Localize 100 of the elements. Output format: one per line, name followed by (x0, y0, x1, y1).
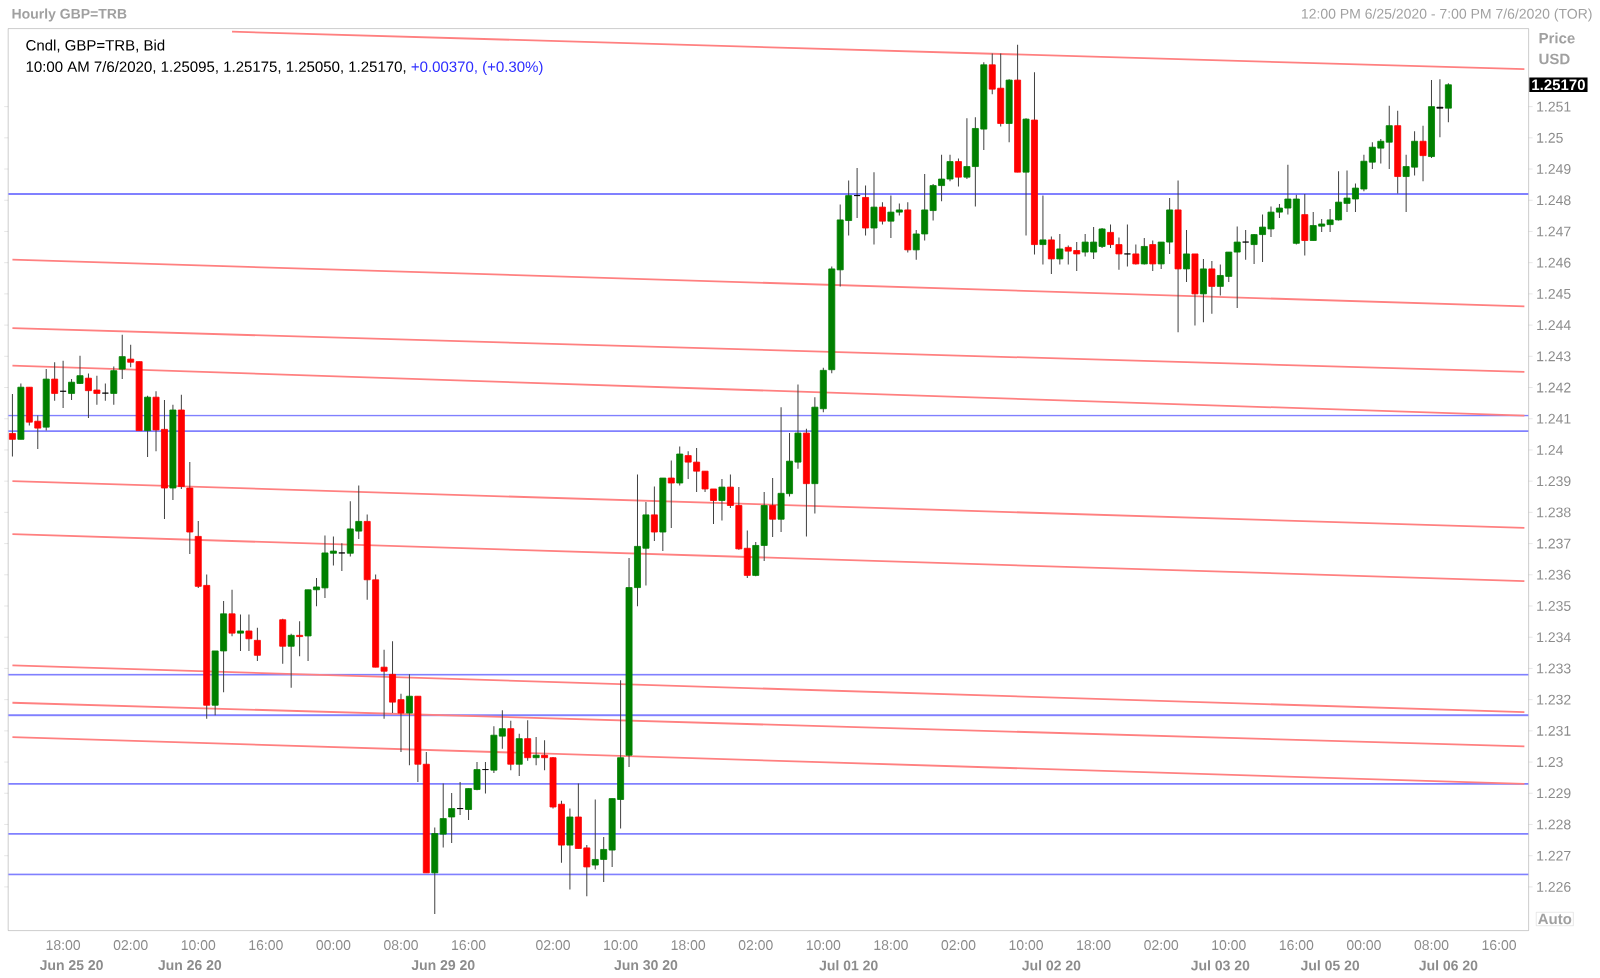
candlestick (101, 382, 109, 402)
x-tick-label: Jul 06 20 (1419, 960, 1478, 971)
candlestick (1123, 224, 1131, 267)
x-tick-label: 02:00 (1144, 940, 1179, 951)
candlestick (448, 792, 456, 844)
y-tick-label: 1.247 (1537, 226, 1571, 237)
candlestick (253, 627, 261, 662)
candlestick (1132, 244, 1140, 266)
x-tick-label: Jun 30 20 (614, 960, 678, 971)
y-tick-label: 1.24 (1537, 445, 1563, 455)
y-tick-label: 1.239 (1537, 476, 1571, 487)
y-tick-label: 1.243 (1537, 351, 1571, 362)
x-tick-label: 16:00 (1482, 940, 1517, 951)
candlestick (1140, 237, 1148, 266)
candlestick (718, 478, 726, 521)
y-tick-label: 1.231 (1537, 725, 1571, 736)
annotation: Cndl, GBP=TRB, Bid (26, 39, 165, 53)
chart-title: Hourly GBP=TRB (12, 8, 127, 22)
y-tick-label: 1.238 (1537, 507, 1571, 518)
x-tick-label: 08:00 (1414, 940, 1449, 951)
candlestick (1039, 195, 1047, 266)
x-tick-label: 16:00 (249, 940, 283, 951)
y-tick-label: 1.237 (1537, 538, 1571, 549)
x-tick-label: 02:00 (113, 940, 148, 951)
y-tick-label: 1.245 (1537, 288, 1571, 299)
y-tick-label: 1.234 (1537, 632, 1571, 643)
y-tick-label: 1.228 (1537, 819, 1571, 830)
y-tick-label: 1.23 (1537, 757, 1563, 768)
candlestick (870, 171, 878, 246)
y-tick-label: 1.236 (1537, 569, 1571, 580)
candlestick (8, 393, 16, 457)
candlestick (118, 334, 126, 380)
candlestick (769, 477, 777, 538)
x-tick-label: 02:00 (536, 940, 570, 951)
x-tick-label: 02:00 (941, 940, 976, 951)
candlestick (667, 460, 675, 529)
y-tick-label: 1.25 (1537, 132, 1563, 143)
chart-subtitle: 12:00 PM 6/25/2020 - 7:00 PM 7/6/2020 (TOR) (1301, 8, 1592, 22)
x-tick-label: Jul 02 20 (1022, 960, 1081, 971)
candlestick (1208, 260, 1216, 315)
y-tick-label: 1.251 (1537, 101, 1571, 112)
candlestick (1183, 229, 1190, 283)
x-tick-label: Jun 26 20 (158, 960, 222, 971)
candlestick (287, 633, 295, 689)
y-tick-label: 1.226 (1537, 881, 1571, 892)
x-tick-label: 18:00 (46, 940, 81, 951)
candlestick (524, 719, 532, 762)
x-tick-label: 16:00 (452, 940, 486, 951)
text: USD (1539, 53, 1570, 65)
y-tick-label: 1.242 (1537, 382, 1571, 393)
x-tick-label: Jun 25 20 (39, 960, 103, 971)
x-tick-label: 00:00 (1346, 940, 1381, 951)
x-tick-label: 10:00 (1009, 940, 1044, 951)
candlestick (879, 201, 886, 226)
x-tick-label: 18:00 (874, 940, 908, 951)
y-tick-label: 1.232 (1537, 694, 1571, 705)
y-tick-label: 1.227 (1537, 850, 1571, 861)
x-tick-label: 16:00 (1279, 940, 1314, 951)
y-tick-label: 1.248 (1537, 195, 1571, 206)
candlestick (237, 613, 244, 652)
candlestick (1149, 240, 1157, 272)
x-tick-label: 02:00 (738, 940, 773, 951)
x-tick-label: 08:00 (384, 940, 418, 951)
candlestick (245, 613, 253, 652)
candlestick (51, 361, 59, 402)
text: Auto (1538, 913, 1572, 925)
x-tick-label: 18:00 (671, 940, 706, 951)
candlestick (1419, 125, 1427, 182)
annotation: +0.00370, (+0.30%) (411, 61, 543, 75)
candlestick (955, 157, 962, 188)
candlestick (650, 485, 658, 542)
x-tick-label: 10:00 (806, 940, 841, 951)
y-tick-label: 1.229 (1537, 788, 1571, 799)
y-tick-label: 1.249 (1537, 164, 1571, 174)
candlestick (1385, 105, 1393, 170)
y-axis-title: Price (1539, 32, 1575, 44)
x-tick-label: 10:00 (604, 940, 638, 951)
candlestick (1436, 78, 1444, 138)
y-tick-label: 1.244 (1537, 320, 1571, 330)
candlestick (532, 736, 540, 766)
y-tick-label: 1.241 (1537, 413, 1571, 424)
candlestick (1444, 82, 1452, 123)
candlestick (296, 620, 304, 657)
x-tick-label: Jul 03 20 (1190, 960, 1250, 971)
candlestick (1233, 225, 1241, 309)
x-tick-label: 00:00 (316, 940, 351, 951)
y-tick-label: 1.233 (1537, 663, 1571, 674)
x-tick-label: 10:00 (181, 940, 216, 951)
candlestick (439, 783, 447, 849)
candlestick (1242, 229, 1250, 261)
text: 1.25170 (1532, 79, 1585, 91)
candlestick (405, 673, 413, 766)
x-tick-label: Jul 05 20 (1300, 960, 1360, 971)
candlestick (1047, 235, 1055, 275)
candlestick (110, 366, 118, 406)
y-tick-label: 1.235 (1537, 601, 1571, 611)
y-tick-label: 1.246 (1537, 257, 1571, 268)
x-tick-label: 18:00 (1077, 940, 1111, 951)
x-tick-label: Jul 01 20 (819, 960, 878, 971)
annotation: 10:00 AM 7/6/2020, 1.25095, 1.25175, 1.25050, 1.25170, (26, 61, 406, 74)
